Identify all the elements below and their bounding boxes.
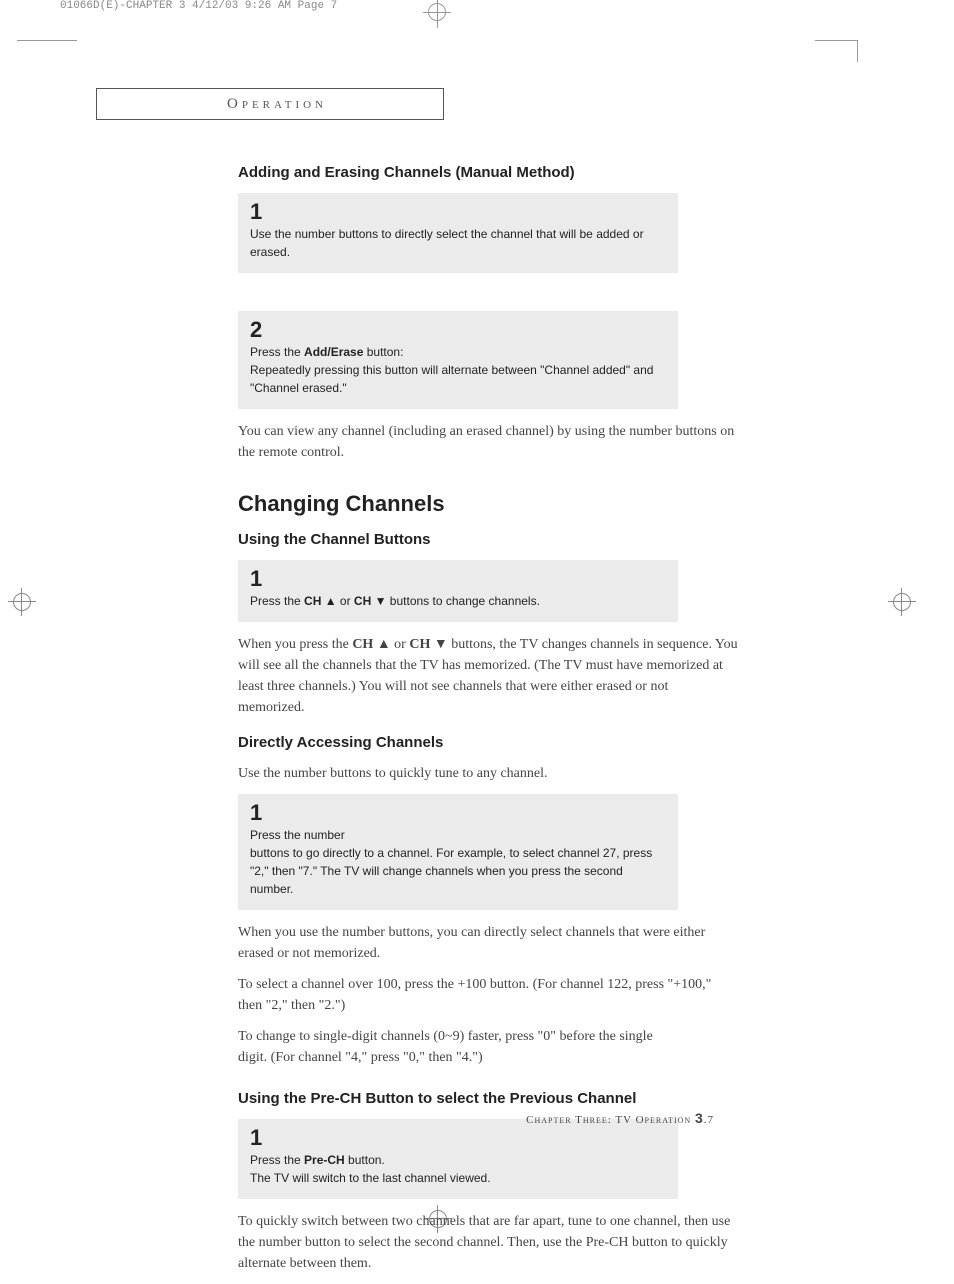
step-text: Press the number buttons to go directly … [250,826,666,898]
registration-mark [888,588,916,616]
heading-add-erase: Adding and Erasing Channels (Manual Meth… [238,164,768,181]
step-box: 1 Use the number buttons to directly sel… [238,193,678,273]
step-text: Use the number buttons to directly selec… [250,225,666,261]
crop-mark [857,40,858,62]
body-paragraph: To select a channel over 100, press the … [238,974,738,1016]
printer-crop-header: 01066D(E)-CHAPTER 3 4/12/03 9:26 AM Page… [60,0,337,12]
step-text: Press the CH ▲ or CH ▼ buttons to change… [250,592,666,610]
body-paragraph: To quickly switch between two channels t… [238,1211,738,1274]
body-paragraph: To change to single-digit channels (0~9)… [238,1026,678,1068]
step-number: 1 [250,1125,666,1151]
section-header-box: Operation [96,88,444,120]
crop-mark [17,40,77,41]
heading-pre-ch: Using the Pre-CH Button to select the Pr… [238,1090,768,1107]
step-text: Press the Pre-CH button. The TV will swi… [250,1151,666,1187]
crop-mark [815,40,857,41]
registration-mark [8,588,36,616]
heading-changing-channels: Changing Channels [238,491,768,517]
step-box: 1 Press the number buttons to go directl… [238,794,678,910]
crop-mark [428,3,446,21]
page-footer: Chapter Three: TV Operation 3.7 [526,1110,714,1126]
step-number: 2 [250,317,666,343]
section-header-label: Operation [227,96,327,113]
body-paragraph: Use the number buttons to quickly tune t… [238,763,738,784]
body-paragraph: You can view any channel (including an e… [238,421,738,463]
step-box: 2 Press the Add/Erase button: Repeatedly… [238,311,678,409]
step-text: Press the Add/Erase button: Repeatedly p… [250,343,666,397]
body-paragraph: When you press the CH ▲ or CH ▼ buttons,… [238,634,738,718]
step-number: 1 [250,566,666,592]
step-box: 1 Press the CH ▲ or CH ▼ buttons to chan… [238,560,678,622]
heading-direct-access: Directly Accessing Channels [238,734,768,751]
body-paragraph: When you use the number buttons, you can… [238,922,738,964]
heading-channel-buttons: Using the Channel Buttons [238,531,768,548]
step-number: 1 [250,199,666,225]
step-box: 1 Press the Pre-CH button. The TV will s… [238,1119,678,1199]
step-number: 1 [250,800,666,826]
